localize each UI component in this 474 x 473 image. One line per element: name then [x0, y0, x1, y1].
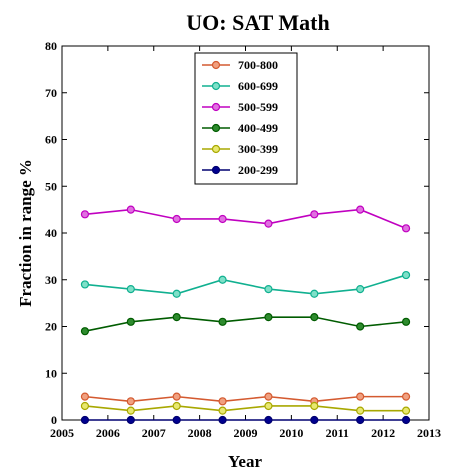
- data-point: [356, 322, 365, 331]
- y-tick-label: 30: [45, 273, 57, 287]
- data-point: [218, 214, 227, 224]
- data-point: [126, 205, 135, 214]
- data-point: [401, 317, 411, 326]
- legend-marker: [211, 165, 221, 175]
- data-point: [126, 285, 135, 294]
- y-tick-label: 40: [45, 226, 57, 240]
- legend-label: 500-599: [238, 100, 278, 114]
- data-point: [218, 406, 227, 415]
- y-tick-label: 0: [51, 413, 57, 427]
- y-tick-label: 70: [45, 86, 57, 100]
- data-point: [218, 275, 227, 284]
- x-axis-label: Year: [228, 452, 262, 471]
- data-point: [310, 313, 319, 322]
- series-line: [84, 274, 407, 295]
- data-point: [401, 406, 411, 415]
- data-point: [264, 313, 273, 322]
- data-point: [310, 289, 319, 298]
- x-tick-label: 2009: [234, 426, 258, 440]
- data-point: [172, 313, 181, 322]
- data-point: [172, 214, 181, 224]
- data-point: [172, 415, 181, 425]
- data-point: [401, 415, 411, 425]
- legend: 700-800 600-699 500-599 400-499 300-399 200-2…: [194, 52, 298, 185]
- data-point: [218, 317, 227, 326]
- data-point: [80, 392, 90, 401]
- series-line: [84, 208, 407, 230]
- x-tick-label: 2007: [142, 426, 166, 440]
- data-point: [310, 210, 319, 219]
- data-point: [356, 285, 365, 294]
- legend-label: 600-699: [238, 79, 278, 93]
- data-point: [218, 415, 227, 425]
- legend-marker: [211, 81, 221, 91]
- y-tick-label: 80: [45, 39, 57, 53]
- y-tick-label: 10: [45, 366, 57, 380]
- legend-marker: [211, 144, 221, 154]
- data-point: [218, 397, 227, 406]
- data-point: [264, 219, 273, 228]
- data-point: [264, 285, 273, 294]
- x-tick-label: 2005: [50, 426, 74, 440]
- data-point: [172, 392, 181, 401]
- data-point: [80, 280, 90, 289]
- series-line: [84, 316, 407, 332]
- data-point: [310, 415, 319, 425]
- x-tick-label: 2006: [96, 426, 120, 440]
- data-point: [264, 415, 273, 425]
- x-tick-label: 2010: [279, 426, 303, 440]
- axis-ticks: 2005 2006 2007 2008 2009 2010 2011 2012 2013 0 10 2…: [45, 39, 441, 440]
- x-tick-label: 2008: [188, 426, 212, 440]
- data-point: [80, 210, 90, 219]
- data-point: [401, 270, 411, 280]
- legend-label: 200-299: [238, 163, 278, 177]
- series-line: [84, 405, 407, 412]
- legend-marker: [211, 102, 221, 112]
- legend-label: 700-800: [238, 58, 278, 72]
- data-point: [126, 397, 135, 406]
- data-point: [356, 406, 365, 415]
- y-tick-label: 60: [45, 133, 57, 147]
- data-point: [356, 392, 365, 401]
- series-layer: [80, 205, 411, 425]
- legend-marker: [211, 60, 221, 70]
- data-point: [356, 415, 365, 425]
- y-tick-label: 20: [45, 320, 57, 334]
- data-point: [172, 401, 181, 411]
- data-point: [126, 415, 135, 425]
- x-tick-label: 2012: [371, 426, 395, 440]
- y-axis-label: Fraction in range %: [16, 159, 35, 307]
- data-point: [80, 401, 90, 411]
- legend-label: 300-399: [238, 142, 278, 156]
- data-point: [172, 289, 181, 298]
- data-point: [401, 392, 411, 401]
- series-line: [84, 395, 407, 403]
- data-point: [264, 401, 273, 411]
- data-point: [126, 406, 135, 415]
- legend-marker: [211, 123, 221, 133]
- data-point: [80, 415, 90, 425]
- y-tick-label: 50: [45, 179, 57, 193]
- chart-title: UO: SAT Math: [186, 10, 329, 35]
- x-tick-label: 2011: [326, 426, 349, 440]
- legend-box: [194, 52, 298, 185]
- data-point: [264, 392, 273, 401]
- data-point: [356, 205, 365, 214]
- data-point: [126, 317, 135, 326]
- data-point: [401, 224, 411, 233]
- data-point: [80, 327, 90, 336]
- x-tick-label: 2013: [417, 426, 441, 440]
- legend-label: 400-499: [238, 121, 278, 135]
- data-point: [310, 401, 319, 411]
